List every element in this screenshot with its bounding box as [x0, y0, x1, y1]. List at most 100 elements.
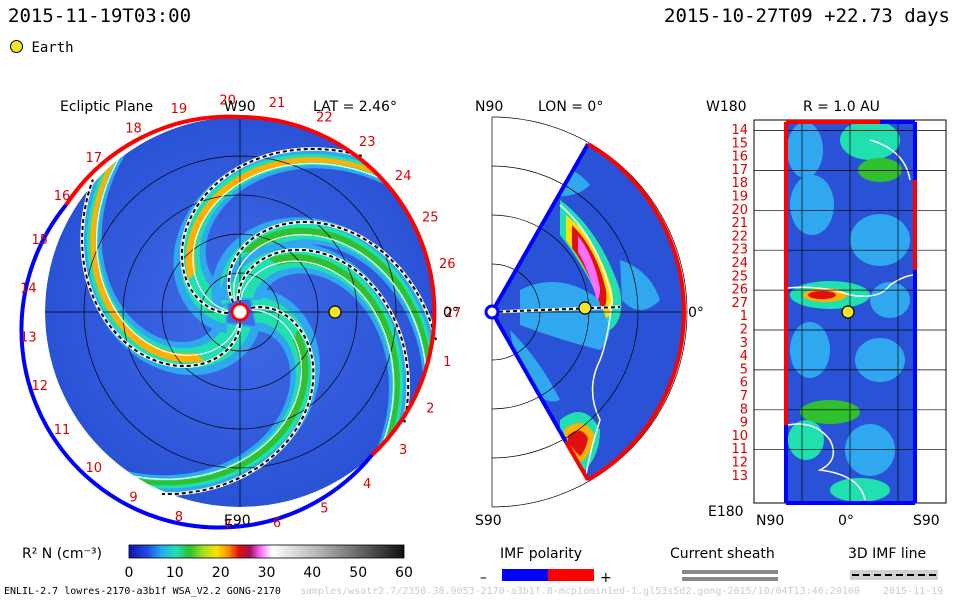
- radial-y-label: 15: [731, 136, 748, 151]
- current-sheet-line: [192, 162, 391, 312]
- sector-number: 7: [223, 519, 231, 534]
- radial-current-sheet-south: [787, 423, 866, 501]
- radial-y-label: 14: [731, 123, 748, 138]
- colorbar-ticks: 0 10 20 30 40 50 60: [125, 565, 413, 581]
- earth-legend: Earth: [10, 40, 74, 56]
- meridional-lon-label: LON = 0°: [538, 99, 603, 115]
- ecliptic-boundary-positive-west: [64, 114, 241, 207]
- sector-number: 1: [443, 355, 451, 370]
- radial-y-label: 2: [740, 323, 748, 338]
- current-sheet-line: [127, 309, 303, 480]
- colorbar-tick-label: 50: [349, 565, 367, 581]
- sector-number: 12: [32, 379, 49, 394]
- run-path: samples/wsatr2.7/2350.38.9053-2170-a3b1f…: [300, 586, 860, 597]
- imf-polarity-minus: –: [480, 570, 487, 586]
- radial-y-label: 1: [740, 309, 748, 324]
- colorbar-tick-label: 20: [212, 565, 230, 581]
- meridional-n90-label: N90: [475, 99, 503, 115]
- current-sheath-swatch-bottom: [682, 577, 778, 581]
- sector-number: 14: [20, 281, 37, 296]
- earth-marker-meridional: [578, 301, 592, 315]
- radial-y-label: 17: [731, 163, 748, 178]
- colorbar-gradient: [128, 544, 405, 559]
- radial-y-label: 11: [731, 442, 748, 457]
- ecliptic-zero-label: 0°: [443, 305, 459, 321]
- radial-y-label: 5: [740, 362, 748, 377]
- radial-current-sheet-north: [869, 139, 911, 181]
- meridional-edge-north: [490, 143, 590, 313]
- meridional-zero-label: 0°: [688, 305, 704, 321]
- sector-number: 13: [20, 331, 37, 346]
- spiral-band-outer: [82, 287, 320, 493]
- radial-y-label: 3: [740, 336, 748, 351]
- sector-number: 22: [316, 110, 333, 125]
- sector-number: 19: [171, 102, 188, 117]
- meridional-plane-panel: N90 S90 LON = 0° 0°: [475, 99, 704, 529]
- current-sheath-swatch-top: [682, 570, 778, 574]
- sector-number: 9: [129, 491, 137, 506]
- positive-polarity-swatch: [548, 569, 594, 581]
- earth-marker-ecliptic: [328, 305, 342, 319]
- radial-y-label: 24: [731, 256, 748, 271]
- radial-y-label: 21: [731, 216, 748, 231]
- sun-inner-boundary: [230, 302, 250, 322]
- radial-x-label-n90: N90: [756, 513, 784, 529]
- spiral-band-outer: [173, 149, 430, 334]
- imf-line: [237, 248, 410, 423]
- radial-y-label: 23: [731, 243, 748, 258]
- sector-number: 18: [125, 122, 142, 137]
- ecliptic-field-lines: [80, 147, 438, 496]
- meridional-current-sheet: [559, 204, 613, 480]
- colorbar-tick-label: 60: [395, 565, 413, 581]
- ecliptic-w90-label: W90: [224, 99, 256, 115]
- radial-y-label: 13: [731, 469, 748, 484]
- colorbar-tick-label: 10: [166, 565, 184, 581]
- radial-y-label: 18: [731, 176, 748, 191]
- meridional-imf-line: [491, 306, 621, 313]
- earth-icon: [10, 40, 23, 53]
- radial-y-label: 27: [731, 296, 748, 311]
- sector-number: 27: [445, 306, 462, 321]
- imf-line: [227, 220, 437, 341]
- earth-legend-label: Earth: [31, 40, 74, 56]
- sector-number: 24: [395, 169, 412, 184]
- radial-y-label: 7: [740, 389, 748, 404]
- imf-line-swatch-bg: [850, 570, 938, 580]
- ecliptic-e90-label: E90: [224, 513, 251, 529]
- imf-line: [81, 179, 242, 368]
- radial-y-label: 25: [731, 269, 748, 284]
- radial-e180-label: E180: [708, 504, 744, 520]
- radial-x-label-0: 0°: [838, 513, 854, 529]
- model-start-time: 2015-10-27T09 +22.73 days: [664, 5, 950, 27]
- radial-y-label: 26: [731, 283, 748, 298]
- sector-number: 6: [273, 516, 281, 531]
- radial-current-sheet-mid: [787, 274, 915, 297]
- spiral-band-core: [242, 227, 433, 413]
- radial-y-label: 16: [731, 150, 748, 165]
- current-sheet-line: [95, 152, 239, 357]
- sector-number: 23: [359, 135, 376, 150]
- sector-number: 25: [422, 210, 439, 225]
- spiral-band-outer: [217, 241, 408, 494]
- sector-number: 4: [363, 477, 371, 492]
- radial-y-label: 22: [731, 229, 748, 244]
- colorbar-tick-label: 0: [125, 565, 134, 581]
- negative-polarity-swatch: [502, 569, 548, 581]
- current-sheath-title: Current sheath: [670, 546, 775, 562]
- radial-y-label: 4: [740, 349, 748, 364]
- ecliptic-title: Ecliptic Plane: [60, 99, 153, 115]
- radial-x-label-s90: S90: [913, 513, 940, 529]
- imf-polarity-legend: IMF polarity – +: [480, 546, 612, 586]
- run-stamp: 2015-11-19: [883, 586, 944, 597]
- current-sheet-line: [233, 234, 428, 379]
- imf-line-legend: 3D IMF line: [848, 546, 938, 580]
- sector-number: 16: [54, 189, 71, 204]
- sector-number: 10: [86, 461, 103, 476]
- sector-number: 15: [32, 233, 49, 248]
- radial-y-label: 8: [740, 402, 748, 417]
- sector-number: 3: [399, 443, 407, 458]
- sector-number: 5: [320, 502, 328, 517]
